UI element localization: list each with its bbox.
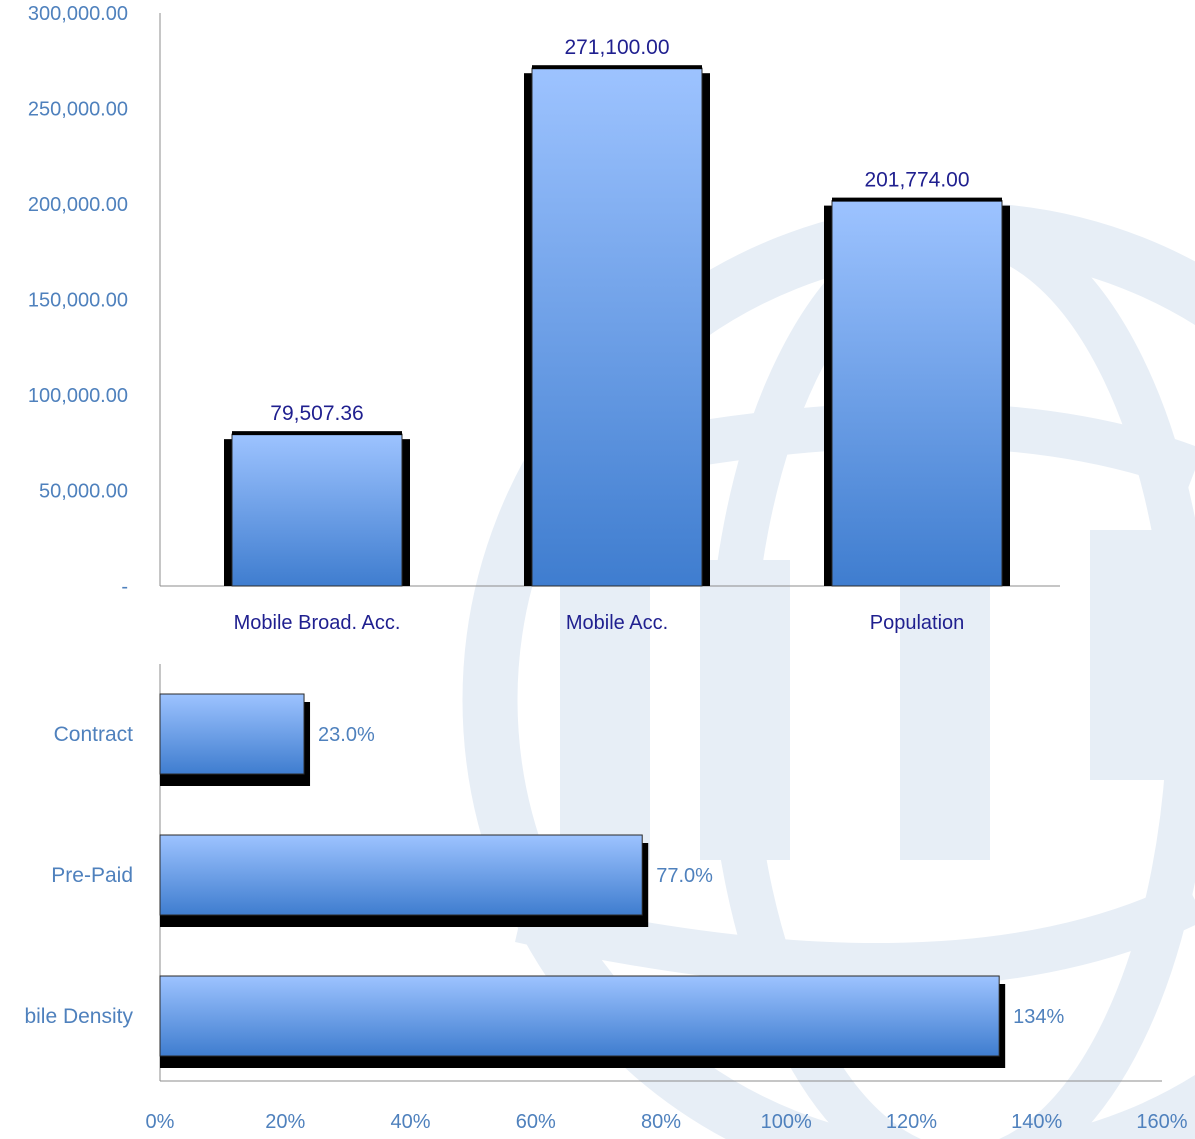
bar-value-label: 134%	[1013, 1006, 1064, 1028]
x-tick-label: 80%	[641, 1111, 681, 1133]
x-tick-label: 120%	[886, 1111, 937, 1133]
category-label: Pre-Paid	[51, 864, 133, 887]
bar-value-label: 79,507.36	[270, 402, 363, 425]
x-tick-label: 140%	[1011, 1111, 1062, 1133]
bar	[531, 67, 703, 587]
y-tick-label: 250,000.00	[28, 99, 128, 121]
bar-top-edge	[532, 65, 702, 70]
x-tick-label: 60%	[516, 1111, 556, 1133]
bar	[231, 433, 403, 587]
y-tick-label: 150,000.00	[28, 290, 128, 312]
category-label: Contract	[54, 723, 134, 746]
bar-top-edge	[232, 431, 402, 436]
bar-top-edge	[832, 197, 1002, 202]
x-tick-label: 160%	[1136, 1111, 1187, 1133]
bar-value-label: 77.0%	[656, 865, 713, 887]
category-label: Mobile Acc.	[566, 612, 668, 634]
x-tick-label: 100%	[761, 1111, 812, 1133]
y-tick-label: 300,000.00	[28, 3, 128, 25]
x-tick-label: 0%	[146, 1111, 175, 1133]
bar-value-label: 201,774.00	[864, 169, 969, 192]
bar	[831, 200, 1003, 587]
bar-value-label: 23.0%	[318, 724, 375, 746]
bar	[159, 834, 643, 916]
bar	[159, 975, 1000, 1057]
category-label: Population	[870, 612, 965, 634]
y-tick-label: 200,000.00	[28, 194, 128, 216]
vertical-bar-chart: - 50,000.00 100,000.00 150,000.00 200,000.00…	[28, 3, 1060, 634]
y-tick-label: 100,000.00	[28, 385, 128, 407]
x-tick-label: 40%	[390, 1111, 430, 1133]
horizontal-bar-chart: 0% 20% 40% 60% 80% 100% 120% 140% 160% 23.0% Contr…	[24, 664, 1188, 1133]
bar-value-label: 271,100.00	[564, 36, 669, 59]
category-label: bile Density	[24, 1005, 133, 1028]
category-label: Mobile Broad. Acc.	[234, 612, 401, 634]
bar	[159, 693, 305, 775]
y-tick-label: 50,000.00	[39, 481, 128, 503]
x-tick-label: 20%	[265, 1111, 305, 1133]
y-tick-label: -	[121, 576, 128, 598]
